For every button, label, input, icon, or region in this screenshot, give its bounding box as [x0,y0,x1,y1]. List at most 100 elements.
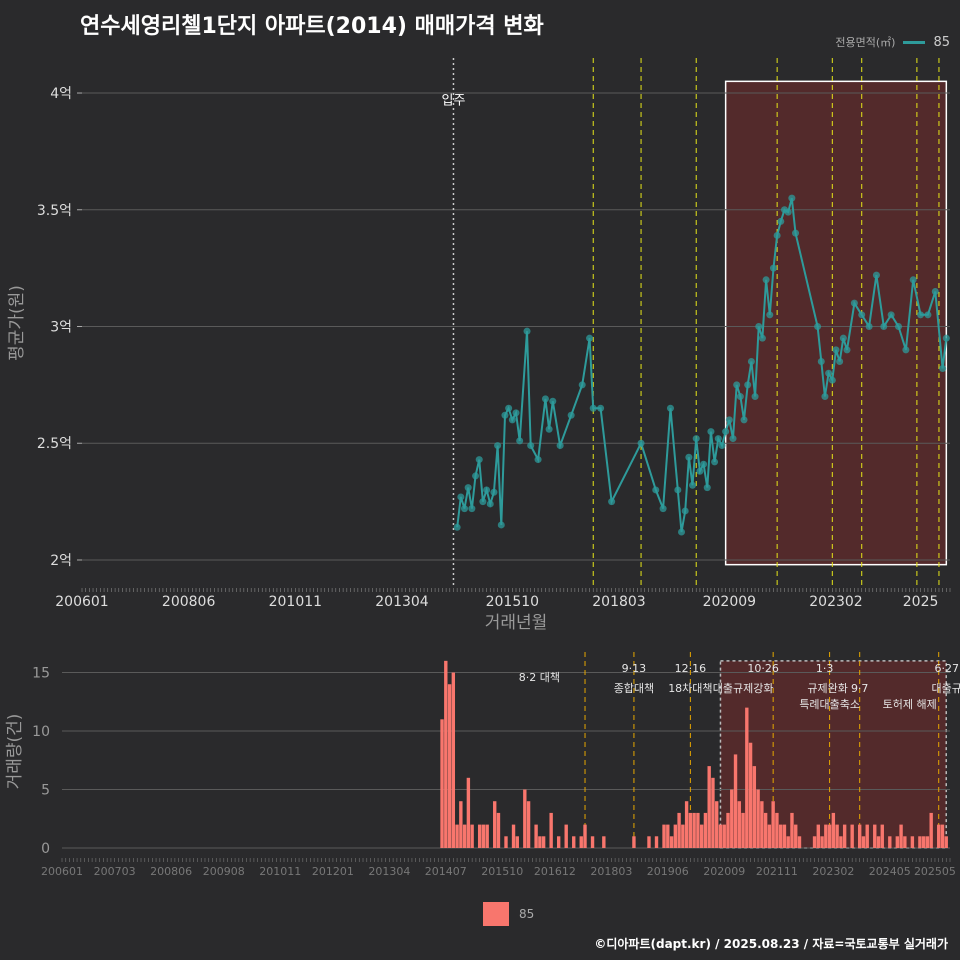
price-point [497,521,505,529]
bar-legend-label: 85 [519,907,535,921]
volume-bar [929,812,933,848]
price-point [850,299,858,307]
price-point [505,404,513,412]
bar-x-tick-label: 200601 [41,865,83,878]
volume-bar [564,824,568,848]
price-point [461,505,469,513]
price-point [814,323,822,331]
price-point [784,208,792,216]
x-tick-label: 201803 [592,594,645,610]
price-point [747,358,755,366]
price-point [909,276,917,284]
price-point [736,393,744,401]
volume-bar [447,684,452,848]
volume-bar [707,766,711,848]
price-point [516,437,524,445]
policy-event-label: 10·26 [747,662,779,675]
y-tick-label: 4억 [50,86,72,102]
bar-x-tick-label: 202009 [703,865,745,878]
price-point [652,486,660,494]
price-point [817,358,825,366]
price-point [692,435,700,443]
volume-bar [756,789,760,848]
price-point [681,507,689,515]
price-point [637,439,645,447]
volume-bar [688,812,693,848]
volume-bar [778,824,783,848]
price-point [880,323,888,331]
volume-bar [669,836,674,848]
y-axis-title: 평균가(원) [7,285,27,361]
price-point [773,231,781,239]
price-point [578,381,586,389]
y-tick-label: 2억 [50,553,72,569]
price-point [700,460,708,468]
price-point [472,472,480,480]
bar-x-tick-label: 202505 [914,865,956,878]
volume-bar [579,836,583,848]
x-tick-label: 200806 [162,594,216,610]
price-point [490,488,498,496]
volume-bar [771,801,775,848]
price-point [942,334,950,342]
volume-bar [899,824,903,848]
volume-bar [850,824,854,848]
policy-event-label: 1·3 [816,662,834,675]
bar-y-tick-label: 15 [32,666,50,682]
volume-bar [835,824,839,848]
volume-bar [583,824,587,848]
price-point [597,404,605,412]
volume-bar [703,812,708,848]
price-point [792,229,800,237]
bar-y-tick-label: 10 [32,724,50,740]
volume-bar [451,672,456,848]
volume-bar [662,824,666,848]
volume-bar [880,824,884,848]
x-tick-label: 2025 [903,594,939,610]
price-point [939,365,947,373]
volume-bar [572,836,576,848]
price-point [762,276,770,284]
volume-bar [470,824,474,848]
volume-bar [455,824,459,848]
price-point [843,346,851,354]
volume-bar [681,824,685,848]
bar-x-tick-label: 202405 [869,865,911,878]
price-point [872,271,880,279]
volume-bar [816,824,820,848]
price-point [902,346,910,354]
price-point [718,442,726,450]
price-point [674,486,682,494]
volume-bar [831,812,836,848]
price-point [567,411,575,419]
price-point [501,411,509,419]
price-point [475,456,483,464]
price-point [714,435,722,443]
price-point [832,346,840,354]
price-point [858,311,866,319]
volume-bar [752,766,757,848]
price-point [689,481,697,489]
legend-series-label: 85 [933,34,950,50]
bar-x-tick-label: 201011 [259,865,301,878]
bar-x-tick-label: 202302 [812,865,854,878]
volume-bar [827,824,832,848]
bar-legend: 85 [483,902,534,926]
policy-event-label: 9·7 [851,682,869,695]
price-point [751,393,759,401]
price-point [917,311,925,319]
move-in-label: 입주 [442,94,466,109]
volume-bar [730,789,734,848]
policy-event-label: 9·13 [622,662,647,675]
volume-bar [767,824,772,848]
bar-x-tick-label: 201510 [481,865,523,878]
price-point [722,428,730,436]
volume-bar [534,824,538,848]
bar-x-tick-label: 201612 [534,865,576,878]
volume-bar [876,836,881,848]
volume-bar [745,707,749,848]
x-tick-label: 201510 [486,594,539,610]
price-point [729,435,737,443]
bar-x-tick-label: 200806 [150,865,192,878]
price-point [549,397,557,405]
